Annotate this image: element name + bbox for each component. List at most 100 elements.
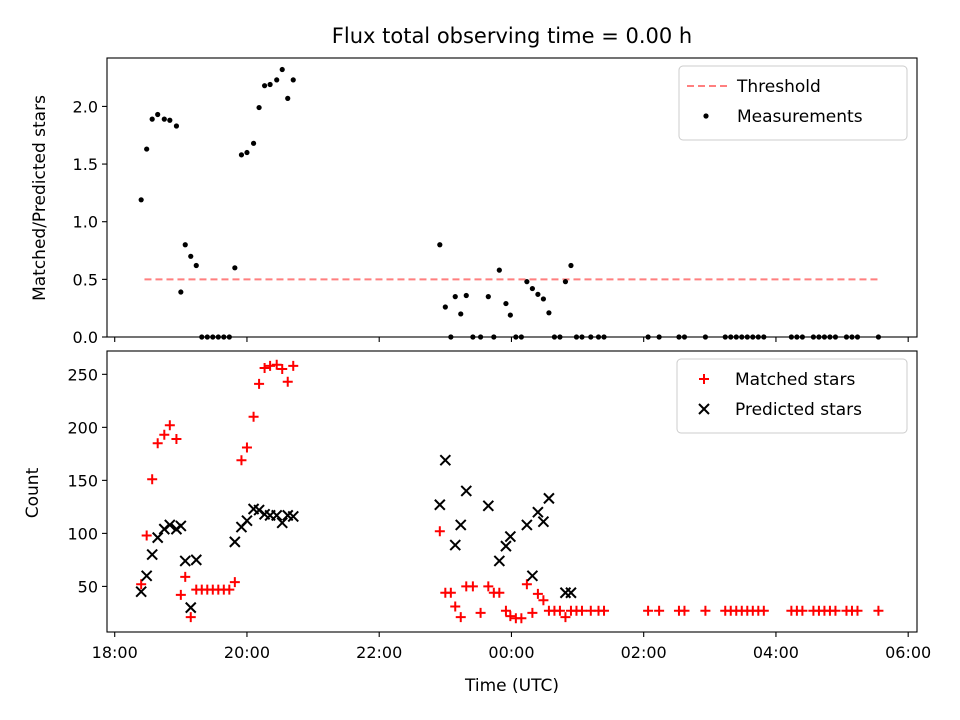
matched-star-point: [229, 577, 240, 588]
data-point: [562, 279, 569, 285]
data-point: [546, 310, 552, 316]
data-point: [173, 123, 180, 129]
matched-star-point: [527, 607, 538, 618]
legend-label: Threshold: [736, 77, 821, 97]
data-point: [458, 311, 464, 317]
predicted-star-point: [190, 554, 202, 566]
matched-star-point: [560, 612, 571, 623]
data-point: [155, 111, 161, 118]
data-point: [496, 267, 502, 273]
matched-star-point: [265, 360, 276, 371]
matched-star-point: [171, 434, 182, 445]
matched-star-point: [521, 579, 532, 590]
y-tick-label: 200: [67, 418, 98, 437]
x-tick-label: 04:00: [753, 643, 799, 662]
matched-star-point: [830, 605, 841, 616]
matched-star-point: [282, 376, 293, 387]
x-tick-label: 00:00: [488, 643, 534, 662]
data-point: [507, 312, 513, 318]
matched-star-point: [185, 612, 196, 623]
legend-predicted-swatch: [698, 403, 710, 415]
matched-star-point: [175, 589, 186, 600]
x-axis-label: Time (UTC): [464, 676, 559, 696]
legend-label: Matched stars: [735, 370, 855, 390]
y-axis-label-bottom: Count: [23, 467, 43, 518]
matched-star-point: [434, 526, 445, 537]
data-point: [540, 296, 547, 302]
predicted-star-point: [460, 485, 472, 497]
matched-star-point: [259, 362, 270, 373]
data-point: [261, 83, 268, 89]
matched-star-point: [516, 613, 527, 624]
count-panel: 50 100 150 200 250 18:00 20:00 22:00 00:00 02:00 0…: [67, 350, 931, 662]
predicted-star-point: [521, 519, 533, 531]
data-point: [188, 253, 194, 259]
data-point: [238, 152, 245, 158]
data-point: [290, 77, 296, 83]
matched-star-point: [873, 605, 884, 616]
y-axis-label-top: Matched/Predicted stars: [30, 95, 50, 301]
predicted-star-point: [151, 531, 164, 544]
data-point: [149, 116, 155, 122]
matched-star-point: [500, 605, 511, 616]
matched-star-point: [494, 587, 505, 598]
data-point: [503, 300, 509, 307]
predicted-star-point: [565, 587, 577, 599]
matched-star-point: [248, 411, 259, 422]
data-point: [437, 242, 443, 248]
data-point: [161, 116, 167, 122]
predicted-star-point: [449, 539, 461, 551]
predicted-star-point: [532, 506, 544, 518]
matched-star-point: [758, 605, 769, 616]
legend-measurement-swatch: [703, 113, 709, 119]
predicted-star-point: [439, 454, 452, 466]
matched-star-point: [288, 360, 299, 371]
predicted-star-point: [455, 519, 467, 531]
data-point: [232, 265, 238, 271]
legend-box: [678, 65, 908, 141]
matched-star-point: [455, 612, 466, 623]
data-point: [463, 292, 469, 299]
data-point: [144, 146, 150, 152]
x-tick-label: 18:00: [92, 643, 138, 662]
matched-star-point: [180, 571, 191, 582]
matched-star-point: [445, 587, 456, 598]
predicted-star-point: [526, 570, 539, 582]
data-point: [267, 81, 273, 88]
data-point: [274, 77, 280, 83]
matched-star-point: [532, 588, 543, 599]
predicted-star-point: [287, 510, 299, 523]
predicted-star-point: [140, 570, 153, 582]
data-point: [167, 117, 173, 123]
matched-star-point: [164, 420, 175, 431]
matched-star-point: [141, 530, 152, 541]
y-tick-label: 150: [67, 471, 98, 490]
matched-star-point: [467, 581, 478, 592]
predicted-star-point: [276, 517, 288, 529]
data-point: [193, 262, 199, 269]
predicted-star-point: [434, 499, 446, 511]
matched-star-point: [483, 581, 494, 592]
ratio-panel: 0.0 0.5 1.0 1.5 2.0 Threshold Measurements: [73, 57, 918, 347]
data-point: [485, 294, 491, 300]
matched-star-point: [700, 605, 711, 616]
data-point: [138, 197, 144, 203]
x-tick-label: 22:00: [356, 643, 402, 662]
data-point: [452, 294, 458, 300]
legend-box: [676, 358, 908, 434]
predicted-star-point: [146, 548, 158, 561]
data-point: [524, 279, 530, 285]
predicted-star-point: [241, 514, 253, 527]
y-tick-label: 1.0: [73, 213, 98, 232]
matched-star-point: [450, 601, 461, 612]
predicted-star-point: [482, 500, 495, 512]
predicted-star-point: [493, 555, 506, 567]
matched-star-point: [505, 611, 516, 622]
y-tick-label: 250: [67, 365, 98, 384]
data-point: [244, 149, 250, 156]
matched-star-point: [241, 442, 252, 453]
data-point: [442, 304, 448, 310]
chart-title: Flux total observing time = 0.00 h: [332, 24, 692, 48]
y-tick-label: 50: [78, 577, 98, 596]
data-point: [568, 262, 574, 269]
